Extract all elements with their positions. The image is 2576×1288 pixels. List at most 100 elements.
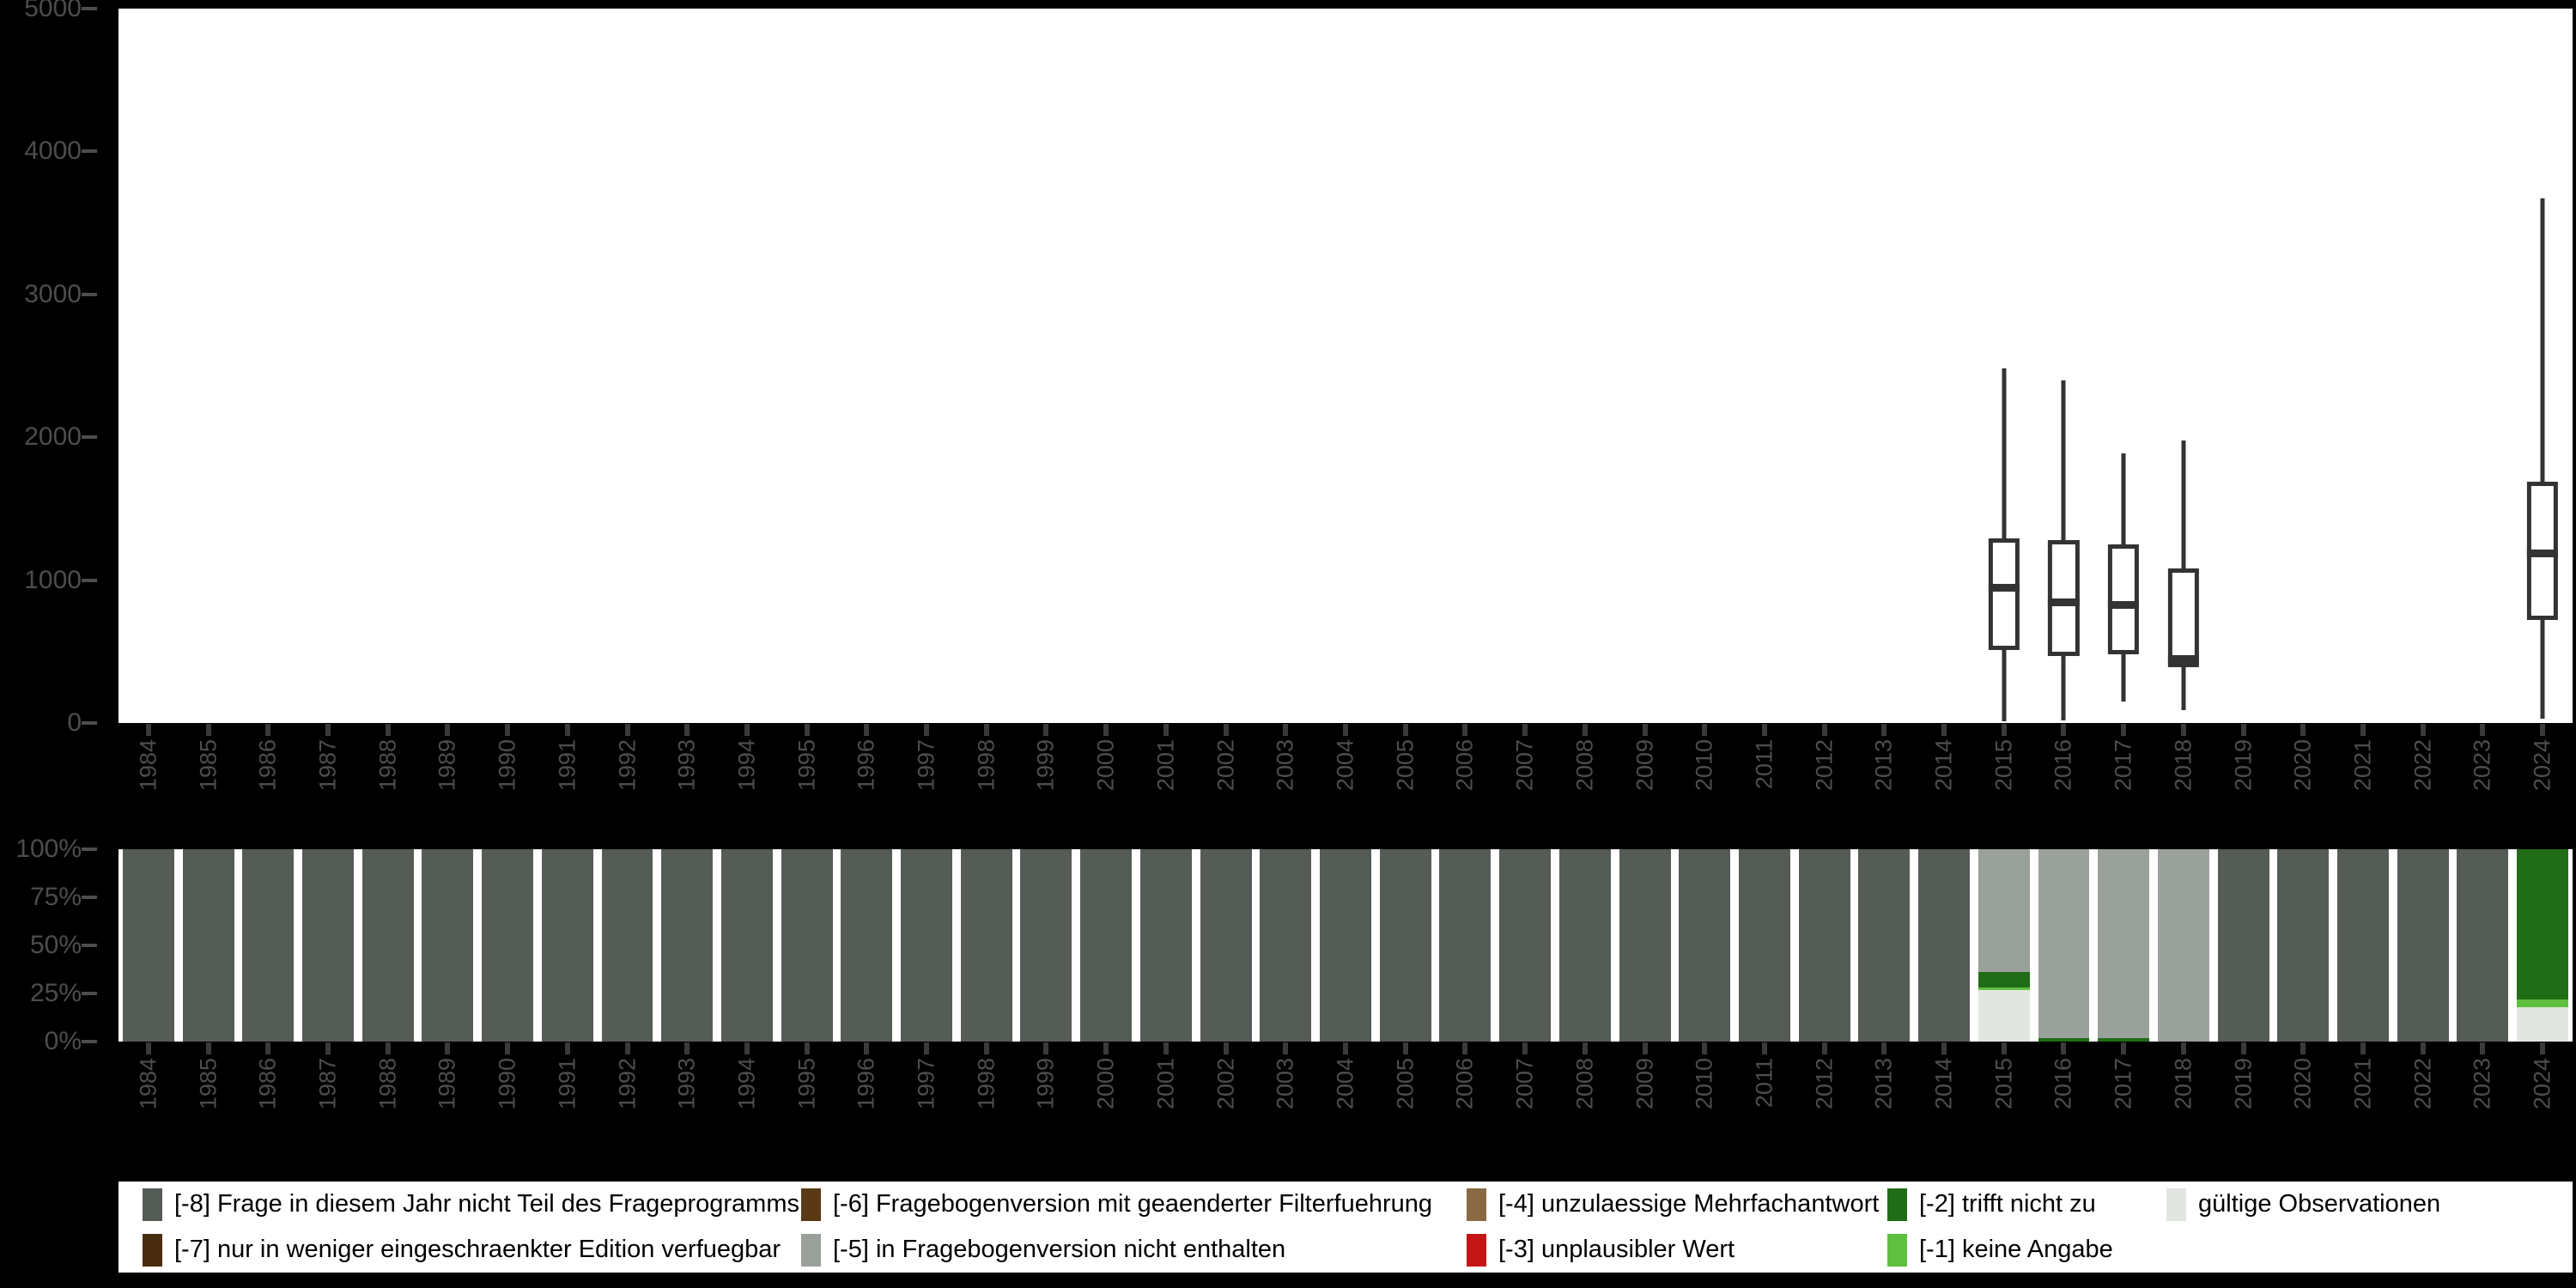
boxplot-x-tick-label: 1986 — [254, 739, 281, 792]
legend-item--6[interactable]: [-6] Fragebogenversion mit geaenderter F… — [801, 1182, 1432, 1227]
stacked-bar-column-1985 — [182, 849, 234, 1042]
stacked-bar-x-tick-label: 2019 — [2230, 1058, 2257, 1110]
stacked-bar-column-2000 — [1080, 849, 1133, 1042]
boxplot-y-tick-label: 2000 — [24, 422, 82, 452]
stacked-bar-x-tick-mark — [2180, 1042, 2186, 1054]
stacked-bar-segment--8 — [422, 849, 474, 1042]
boxplot-x-tick-mark — [385, 724, 391, 736]
boxplot-x-tick-label: 2014 — [1930, 739, 1957, 792]
stacked-bar-column-1990 — [482, 849, 534, 1042]
stacked-bar-segment--2 — [2098, 1038, 2150, 1042]
stacked-bar-segment--8 — [1858, 849, 1911, 1042]
stacked-bar-x-tick-mark — [2121, 1042, 2127, 1054]
boxplot-panel: 0 1000 2000 3000 4000 5000 1984 1985 1986 1987 19… — [24, 0, 2573, 841]
stacked-bar-segment--5 — [2038, 849, 2090, 1039]
boxplot-x-tick-mark — [1821, 724, 1827, 736]
boxplot-box-2017 — [2093, 9, 2154, 723]
stacked-bar-column-2002 — [1200, 849, 1252, 1042]
boxplot-x-tick-label: 1988 — [374, 739, 401, 792]
legend-item--2[interactable]: [-2] trifft nicht zu — [1887, 1182, 2096, 1227]
boxplot-x-tick-mark — [265, 724, 271, 736]
boxplot-x-tick-label: 2000 — [1092, 739, 1119, 792]
legend-swatch-icon--8 — [143, 1188, 162, 1221]
legend: [-8] Frage in diesem Jahr nicht Teil des… — [118, 1182, 2573, 1273]
legend-item--7[interactable]: [-7] nur in weniger eingeschraenkter Edi… — [143, 1227, 781, 1273]
boxplot-lower-whisker — [2540, 620, 2545, 719]
stacked-bar-column-1994 — [720, 849, 773, 1042]
stacked-bar-segment--8 — [361, 849, 414, 1042]
boxplot-x-tick-label: 1987 — [314, 739, 341, 792]
stacked-bar-column-2018 — [2157, 849, 2209, 1042]
boxplot-x-tick-label: 1990 — [494, 739, 520, 792]
boxplot-x-tick-label: 2022 — [2409, 739, 2436, 792]
boxplot-x-tick-mark — [1223, 724, 1229, 736]
boxplot-x-tick-mark — [924, 724, 930, 736]
boxplot-x-tick-mark — [1283, 724, 1289, 736]
stacked-bar-x-axis: 1984 1985 1986 1987 1988 1989 1990 1991 1992 1993… — [118, 1042, 2573, 1168]
stacked-bar-segment--8 — [1260, 849, 1312, 1042]
legend-item--1[interactable]: [-1] keine Angabe — [1887, 1227, 2113, 1273]
legend-item--8[interactable]: [-8] Frage in diesem Jahr nicht Teil des… — [143, 1182, 799, 1227]
stacked-bar-x-tick-label: 2014 — [1930, 1058, 1957, 1110]
boxplot-x-tick-label: 2012 — [1811, 739, 1838, 792]
stacked-bar-x-tick-label: 1988 — [374, 1058, 401, 1110]
stacked-bar-segment--8 — [2337, 849, 2389, 1042]
stacked-bar-segment--8 — [1080, 849, 1133, 1042]
boxplot-x-axis: 1984 1985 1986 1987 1988 1989 1990 1991 1992 1993… — [118, 724, 2573, 841]
boxplot-x-tick-mark — [2240, 724, 2246, 736]
stacked-bar-segment--5 — [2157, 849, 2209, 1042]
stacked-bar-x-tick-mark — [1761, 1042, 1767, 1054]
boxplot-x-tick-label: 1995 — [793, 739, 820, 792]
boxplot-x-tick-label: 2001 — [1152, 739, 1179, 792]
stacked-bar-column-2007 — [1499, 849, 1552, 1042]
boxplot-x-tick-mark — [2540, 724, 2546, 736]
stacked-bar-y-axis: 0% 25% 50% 75% 100% — [0, 836, 107, 1065]
boxplot-x-tick-mark — [2480, 724, 2486, 736]
boxplot-x-tick-mark — [1462, 724, 1468, 736]
boxplot-x-tick-label: 1999 — [1032, 739, 1059, 792]
stacked-bar-x-tick-mark — [1941, 1042, 1947, 1054]
stacked-bar-x-tick-mark — [2300, 1042, 2306, 1054]
stacked-bar-x-tick-label: 1986 — [254, 1058, 281, 1110]
legend-swatch-icon--1 — [1887, 1233, 1907, 1267]
boxplot-x-tick-mark — [325, 724, 331, 736]
stacked-bar-column-2021 — [2337, 849, 2389, 1042]
legend-item--5[interactable]: [-5] in Fragebogenversion nicht enthalte… — [801, 1227, 1285, 1273]
boxplot-median-line — [2167, 655, 2200, 664]
boxplot-x-tick-label: 2008 — [1571, 739, 1598, 792]
boxplot-x-tick-label: 2011 — [1751, 739, 1777, 790]
stacked-bar-x-tick-mark — [2240, 1042, 2246, 1054]
legend-label: [-8] Frage in diesem Jahr nicht Teil des… — [174, 1190, 799, 1218]
boxplot-x-tick-label: 1994 — [733, 739, 760, 792]
stacked-bar-x-tick-label: 2006 — [1451, 1058, 1478, 1110]
legend-item-valid[interactable]: gültige Observationen — [2166, 1182, 2440, 1227]
stacked-bar-column-2014 — [1918, 849, 1971, 1042]
stacked-bar-column-2008 — [1558, 849, 1611, 1042]
boxplot-lower-whisker — [2121, 654, 2126, 702]
legend-label: [-6] Fragebogenversion mit geaenderter F… — [833, 1190, 1432, 1218]
legend-item--3[interactable]: [-3] unplausibler Wert — [1467, 1227, 1735, 1273]
boxplot-box-2024 — [2512, 9, 2573, 723]
legend-item--4[interactable]: [-4] unzulaessige Mehrfachantwort — [1467, 1182, 1879, 1227]
stacked-bar-x-tick-mark — [1821, 1042, 1827, 1054]
stacked-bar-x-tick-label: 2022 — [2409, 1058, 2436, 1110]
boxplot-median-line — [1988, 583, 2020, 592]
stacked-bar-x-tick-mark — [1223, 1042, 1229, 1054]
stacked-bar-column-1989 — [422, 849, 474, 1042]
stacked-bar-column-2009 — [1619, 849, 1671, 1042]
boxplot-x-tick-mark — [864, 724, 870, 736]
stacked-bar-x-tick-mark — [684, 1042, 690, 1054]
stacked-bar-column-2011 — [1738, 849, 1790, 1042]
stacked-bar-segment--8 — [1918, 849, 1971, 1042]
boxplot-x-tick-mark — [2420, 724, 2426, 736]
stacked-bar-segment--8 — [1738, 849, 1790, 1042]
boxplot-x-tick-label: 2002 — [1212, 739, 1239, 792]
stacked-bar-x-tick-mark — [1522, 1042, 1528, 1054]
stacked-bar-x-tick-label: 1989 — [434, 1058, 460, 1110]
boxplot-x-tick-label: 2019 — [2230, 739, 2257, 792]
boxplot-box-2015 — [1974, 9, 2034, 723]
boxplot-x-tick-mark — [2300, 724, 2306, 736]
stacked-bar-x-tick-label: 2021 — [2349, 1058, 2376, 1110]
stacked-bar-segment--8 — [1439, 849, 1492, 1042]
boxplot-x-tick-mark — [505, 724, 511, 736]
